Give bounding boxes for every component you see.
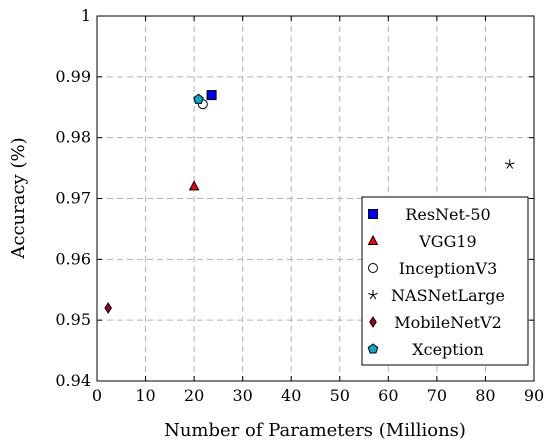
- legend-label: InceptionV3: [399, 259, 498, 278]
- x-tick-label: 0: [92, 386, 102, 405]
- star-stroke: [504, 162, 510, 165]
- x-tick-label: 60: [378, 386, 398, 405]
- y-tick-label: 1: [81, 6, 91, 25]
- legend-label: MobileNetV2: [394, 313, 502, 332]
- legend-label: VGG19: [418, 232, 476, 251]
- legend-label: ResNet-50: [405, 205, 490, 224]
- y-axis-label: Accuracy (%): [8, 137, 29, 259]
- star-stroke: [368, 292, 374, 296]
- x-tick-label: 50: [330, 386, 350, 405]
- star-stroke: [372, 292, 378, 296]
- data-points: [104, 90, 515, 314]
- point-resnet-50: [206, 90, 217, 101]
- x-tick-label: 30: [232, 386, 252, 405]
- legend-marker-inceptionv3: [368, 263, 378, 273]
- y-tick-label: 0.97: [55, 189, 91, 208]
- x-tick-label: 40: [281, 386, 301, 405]
- point-vgg19: [188, 180, 200, 191]
- star-stroke: [369, 294, 374, 300]
- star-stroke: [509, 164, 514, 169]
- x-tick-label: 90: [524, 386, 544, 405]
- legend-marker-vgg19: [367, 234, 379, 245]
- legend-marker-resnet-50: [368, 209, 378, 219]
- star-stroke: [509, 162, 515, 165]
- legend-label: NASNetLarge: [391, 286, 505, 305]
- x-tick-label: 10: [135, 386, 155, 405]
- point-xception: [193, 93, 204, 104]
- legend-marker-mobilenetv2: [369, 316, 377, 328]
- legend-marker-xception: [367, 343, 379, 354]
- y-tick-label: 0.98: [55, 128, 91, 147]
- star-stroke: [372, 294, 377, 300]
- axis-ticks: 0 10 20 30 40 50 60 70 80 90 0.94 0.95 0.96 0.97 0.98 0…: [55, 6, 544, 405]
- y-tick-label: 0.94: [55, 371, 91, 390]
- x-tick-label: 20: [184, 386, 204, 405]
- x-tick-label: 70: [427, 386, 447, 405]
- point-mobilenetv2: [104, 302, 112, 314]
- legend: ResNet-50 VGG19 InceptionV3 NASNetLarge Mobi…: [361, 196, 529, 366]
- legend-marker-nasnetlarge: [368, 290, 378, 300]
- x-axis-label: Number of Parameters (Millions): [164, 420, 466, 441]
- point-nasnetlarge: [504, 159, 515, 169]
- star-stroke: [506, 164, 511, 169]
- x-tick-label: 80: [475, 386, 495, 405]
- legend-box: [361, 196, 529, 366]
- y-tick-label: 0.95: [55, 310, 91, 329]
- y-tick-label: 0.96: [55, 249, 91, 268]
- y-tick-label: 0.99: [55, 67, 91, 86]
- legend-label: Xception: [412, 340, 484, 359]
